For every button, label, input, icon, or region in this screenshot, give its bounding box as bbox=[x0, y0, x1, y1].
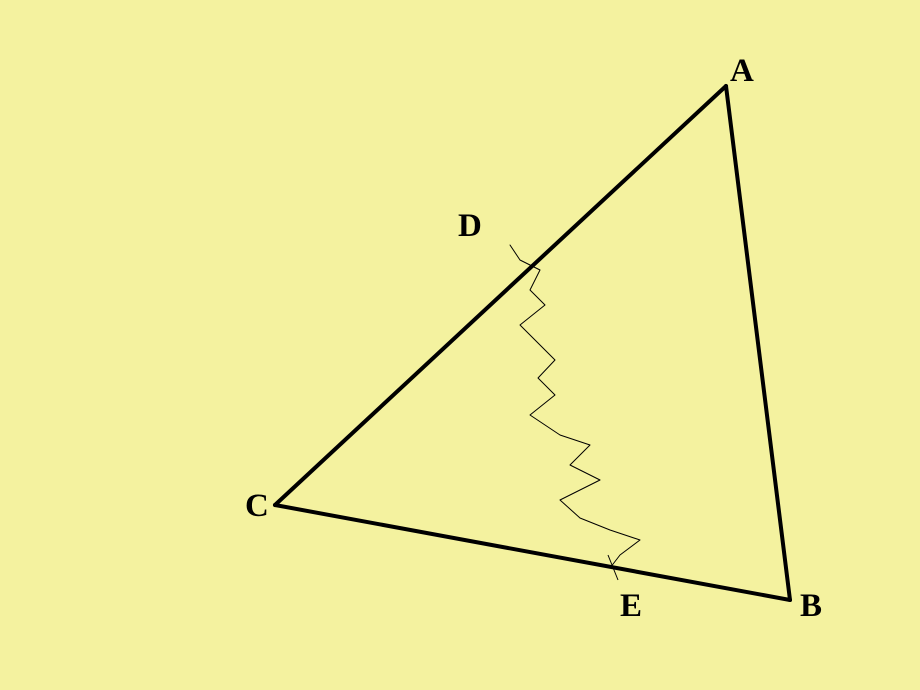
label-d: D bbox=[458, 210, 482, 243]
label-a: A bbox=[730, 55, 754, 88]
label-b: B bbox=[800, 590, 822, 623]
label-e: E bbox=[620, 590, 642, 623]
diagram-canvas: A B C D E bbox=[0, 0, 920, 690]
label-c: C bbox=[245, 490, 269, 523]
diagram-svg bbox=[0, 0, 920, 690]
